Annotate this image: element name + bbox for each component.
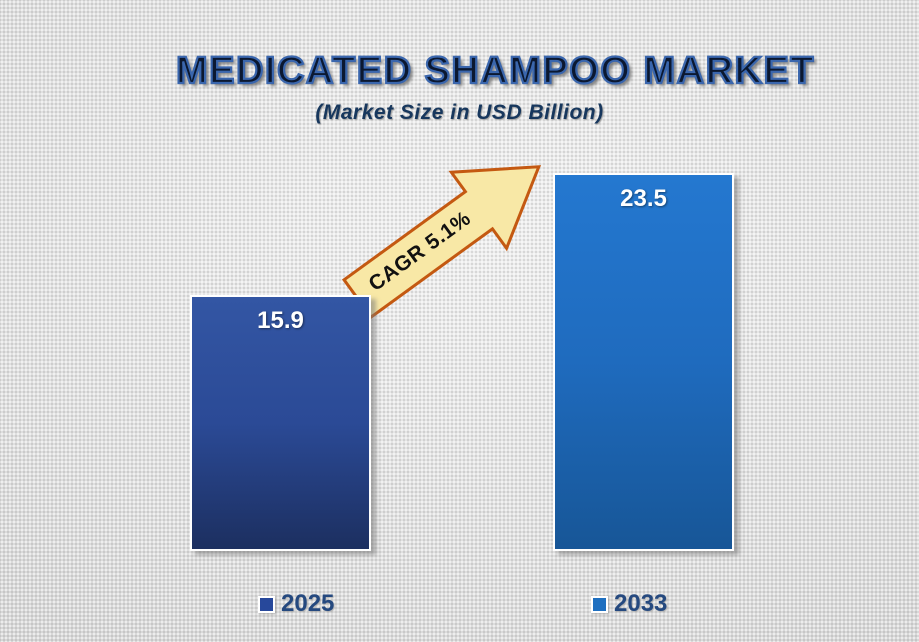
legend-swatch-2025 [258, 595, 275, 613]
cagr-arrow: CAGR 5.1% [327, 124, 572, 340]
legend-item-2033: 2033 [591, 590, 667, 618]
block-arrow-icon [341, 165, 542, 320]
chart-title: MEDICATED SHAMPOO MARKET [175, 49, 816, 93]
bar-value-2025: 15.9 [257, 307, 304, 334]
legend-swatch-2033 [591, 595, 608, 613]
bar-2025: 15.9 [190, 295, 371, 551]
legend-item-2025: 2025 [258, 590, 334, 618]
bar-value-2033: 23.5 [620, 185, 667, 212]
legend-label-2025: 2025 [281, 590, 335, 617]
chart-subtitle: (Market Size in USD Billion) [315, 101, 604, 124]
bar-2033: 23.5 [553, 173, 734, 551]
legend-label-2033: 2033 [614, 590, 668, 617]
